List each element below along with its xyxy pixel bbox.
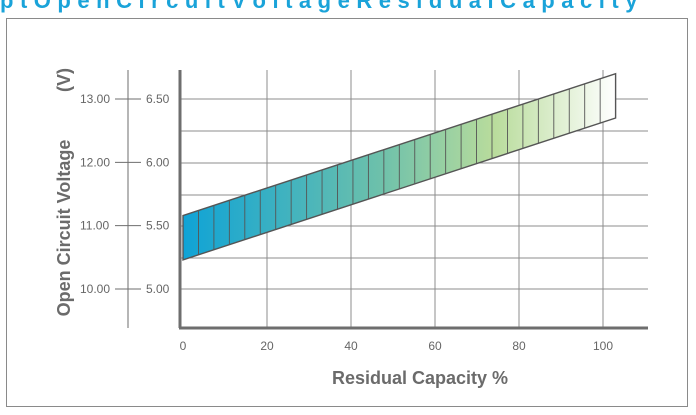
y-tick-label-12v: 13.00	[80, 92, 110, 106]
y-tick-label-6v: 6.50	[146, 92, 170, 106]
y-tick-label-12v: 11.00	[80, 219, 109, 233]
y-tick-label-6v: 5.50	[146, 219, 170, 233]
voltage-band	[182, 72, 617, 261]
x-tick-label: 100	[593, 339, 613, 353]
x-tick-label: 40	[344, 339, 358, 353]
y-axis-unit: (V)	[54, 68, 74, 92]
x-tick-label: 60	[428, 339, 442, 353]
y-tick-label-6v: 5.00	[146, 282, 170, 296]
y-axis-title: Open Circuit Voltage	[54, 140, 74, 317]
chart-frame	[6, 18, 688, 407]
y-tick-label-12v: 12.00	[80, 155, 110, 169]
page-header-title: p t O p e n C i r c u i t V o l t a g e …	[0, 0, 638, 13]
x-axis-title: Residual Capacity %	[332, 368, 508, 388]
x-tick-label: 20	[260, 339, 274, 353]
y-tick-label-12v: 10.00	[80, 282, 110, 296]
page-header-strip: p t O p e n C i r c u i t V o l t a g e …	[0, 0, 696, 22]
tick-labels: 0 20 40 60 80 100 6.50 13.00 6.00 12.00 5.50 11.00 5…	[80, 92, 613, 353]
axes	[127, 70, 648, 330]
y-tick-label-6v: 6.00	[146, 155, 170, 169]
x-tick-label: 80	[512, 339, 526, 353]
x-tick-label: 0	[180, 339, 187, 353]
